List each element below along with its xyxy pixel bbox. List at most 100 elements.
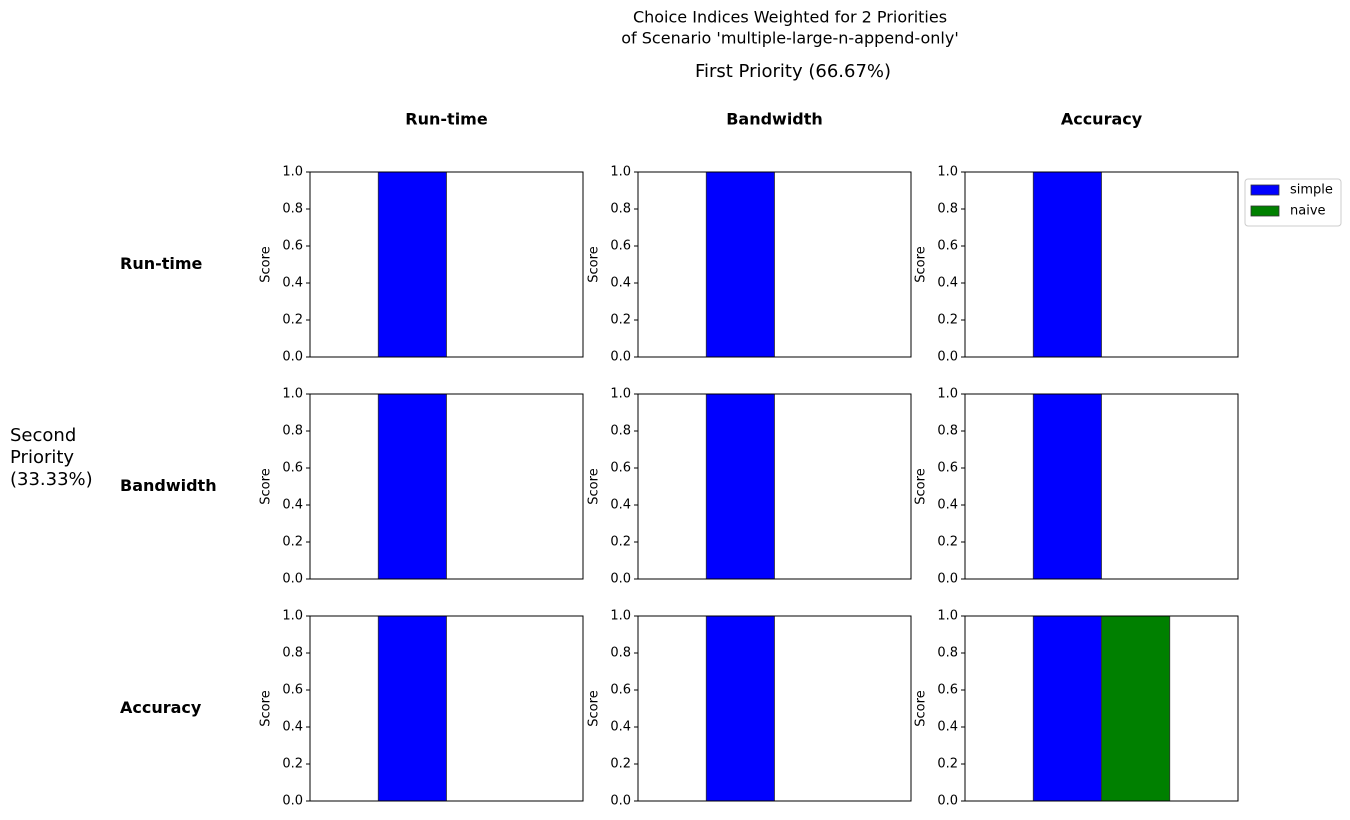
y-tick-label: 0.2 bbox=[937, 313, 958, 328]
y-tick-label: 1.0 bbox=[937, 609, 958, 624]
y-tick-label: 0.4 bbox=[937, 720, 958, 735]
bar bbox=[377, 171, 447, 358]
bar bbox=[705, 393, 775, 580]
y-tick-label: 0.8 bbox=[282, 646, 303, 661]
legend-label: naive bbox=[1290, 204, 1326, 219]
first-priority: First Priority (66.67%) bbox=[695, 61, 891, 82]
y-tick-label: 0.4 bbox=[610, 720, 631, 735]
y-axis-label: Score bbox=[587, 246, 602, 282]
axes-frame bbox=[309, 615, 584, 802]
y-axis-label: Score bbox=[587, 468, 602, 504]
y-tick-label: 0.8 bbox=[282, 424, 303, 439]
bar bbox=[705, 171, 775, 358]
axes-frame bbox=[964, 171, 1239, 358]
y-tick-label: 0.8 bbox=[610, 646, 631, 661]
bar bbox=[1032, 393, 1102, 580]
y-tick-label: 0.0 bbox=[937, 572, 958, 587]
y-axis-label: Score bbox=[259, 468, 274, 504]
y-tick-label: 0.0 bbox=[282, 794, 303, 809]
y-tick-label: 1.0 bbox=[937, 165, 958, 180]
y-tick-label: 0.0 bbox=[610, 572, 631, 587]
y-tick-label: 0.0 bbox=[282, 350, 303, 365]
y-tick-label: 0.0 bbox=[282, 572, 303, 587]
y-tick-label: 0.2 bbox=[610, 313, 631, 328]
y-tick-label: 0.0 bbox=[937, 350, 958, 365]
y-tick-label: 1.0 bbox=[937, 387, 958, 402]
row-header: Bandwidth bbox=[120, 476, 217, 495]
y-tick-label: 0.8 bbox=[610, 202, 631, 217]
axes-frame bbox=[964, 615, 1239, 802]
y-axis-label: Score bbox=[259, 246, 274, 282]
second-priority-line: Priority bbox=[10, 447, 74, 468]
y-axis-label: Score bbox=[259, 690, 274, 726]
axes-frame bbox=[637, 171, 912, 358]
legend-swatch bbox=[1250, 184, 1280, 196]
second-priority-line: Second bbox=[10, 425, 76, 446]
y-tick-label: 0.6 bbox=[282, 683, 303, 698]
axes-frame bbox=[309, 171, 584, 358]
y-axis-label: Score bbox=[914, 468, 929, 504]
y-tick-label: 0.4 bbox=[937, 498, 958, 513]
y-tick-label: 0.8 bbox=[610, 424, 631, 439]
column-header: Run-time bbox=[405, 110, 488, 129]
y-tick-label: 0.4 bbox=[282, 720, 303, 735]
y-tick-label: 0.2 bbox=[282, 757, 303, 772]
y-tick-label: 0.2 bbox=[282, 535, 303, 550]
bar bbox=[377, 393, 447, 580]
axes-frame bbox=[637, 393, 912, 580]
y-tick-label: 0.0 bbox=[937, 794, 958, 809]
row-header: Accuracy bbox=[120, 698, 202, 717]
y-tick-label: 0.0 bbox=[610, 794, 631, 809]
y-axis-label: Score bbox=[587, 690, 602, 726]
bar bbox=[1032, 171, 1102, 358]
y-tick-label: 1.0 bbox=[282, 387, 303, 402]
y-tick-label: 0.6 bbox=[282, 461, 303, 476]
y-tick-label: 0.4 bbox=[282, 276, 303, 291]
y-tick-label: 0.8 bbox=[937, 202, 958, 217]
y-tick-label: 0.8 bbox=[937, 424, 958, 439]
legend-swatch bbox=[1250, 205, 1280, 217]
bar bbox=[377, 615, 447, 802]
y-tick-label: 1.0 bbox=[282, 165, 303, 180]
y-tick-label: 0.4 bbox=[937, 276, 958, 291]
y-tick-label: 0.6 bbox=[937, 461, 958, 476]
y-tick-label: 0.8 bbox=[282, 202, 303, 217]
y-tick-label: 0.6 bbox=[937, 239, 958, 254]
y-tick-label: 1.0 bbox=[610, 387, 631, 402]
y-tick-label: 0.2 bbox=[610, 535, 631, 550]
y-tick-label: 1.0 bbox=[282, 609, 303, 624]
second-priority-line: (33.33%) bbox=[10, 469, 93, 490]
y-axis-label: Score bbox=[914, 690, 929, 726]
axes-frame bbox=[964, 393, 1239, 580]
axes-frame bbox=[309, 393, 584, 580]
bar bbox=[1032, 615, 1102, 802]
title-line: Choice Indices Weighted for 2 Priorities bbox=[633, 8, 947, 27]
y-tick-label: 0.6 bbox=[610, 461, 631, 476]
bar bbox=[705, 615, 775, 802]
y-tick-label: 0.4 bbox=[610, 276, 631, 291]
title-line: of Scenario 'multiple-large-n-append-onl… bbox=[621, 29, 958, 48]
second-priority: Second Priority (33.33%) bbox=[10, 425, 93, 490]
y-axis-label: Score bbox=[914, 246, 929, 282]
y-tick-label: 0.6 bbox=[610, 239, 631, 254]
y-tick-label: 0.6 bbox=[282, 239, 303, 254]
y-tick-label: 0.2 bbox=[937, 757, 958, 772]
y-tick-label: 0.6 bbox=[610, 683, 631, 698]
y-tick-label: 0.6 bbox=[937, 683, 958, 698]
y-tick-label: 0.0 bbox=[610, 350, 631, 365]
legend-label: simple bbox=[1290, 183, 1333, 198]
row-header: Run-time bbox=[120, 254, 203, 273]
y-tick-label: 0.2 bbox=[937, 535, 958, 550]
y-tick-label: 1.0 bbox=[610, 609, 631, 624]
y-tick-label: 0.4 bbox=[282, 498, 303, 513]
column-header: Bandwidth bbox=[726, 110, 823, 129]
axes-frame bbox=[637, 615, 912, 802]
y-tick-label: 0.4 bbox=[610, 498, 631, 513]
y-tick-label: 0.2 bbox=[610, 757, 631, 772]
column-header: Accuracy bbox=[1061, 110, 1143, 129]
y-tick-label: 1.0 bbox=[610, 165, 631, 180]
bar bbox=[1101, 615, 1171, 802]
y-tick-label: 0.2 bbox=[282, 313, 303, 328]
y-tick-label: 0.8 bbox=[937, 646, 958, 661]
